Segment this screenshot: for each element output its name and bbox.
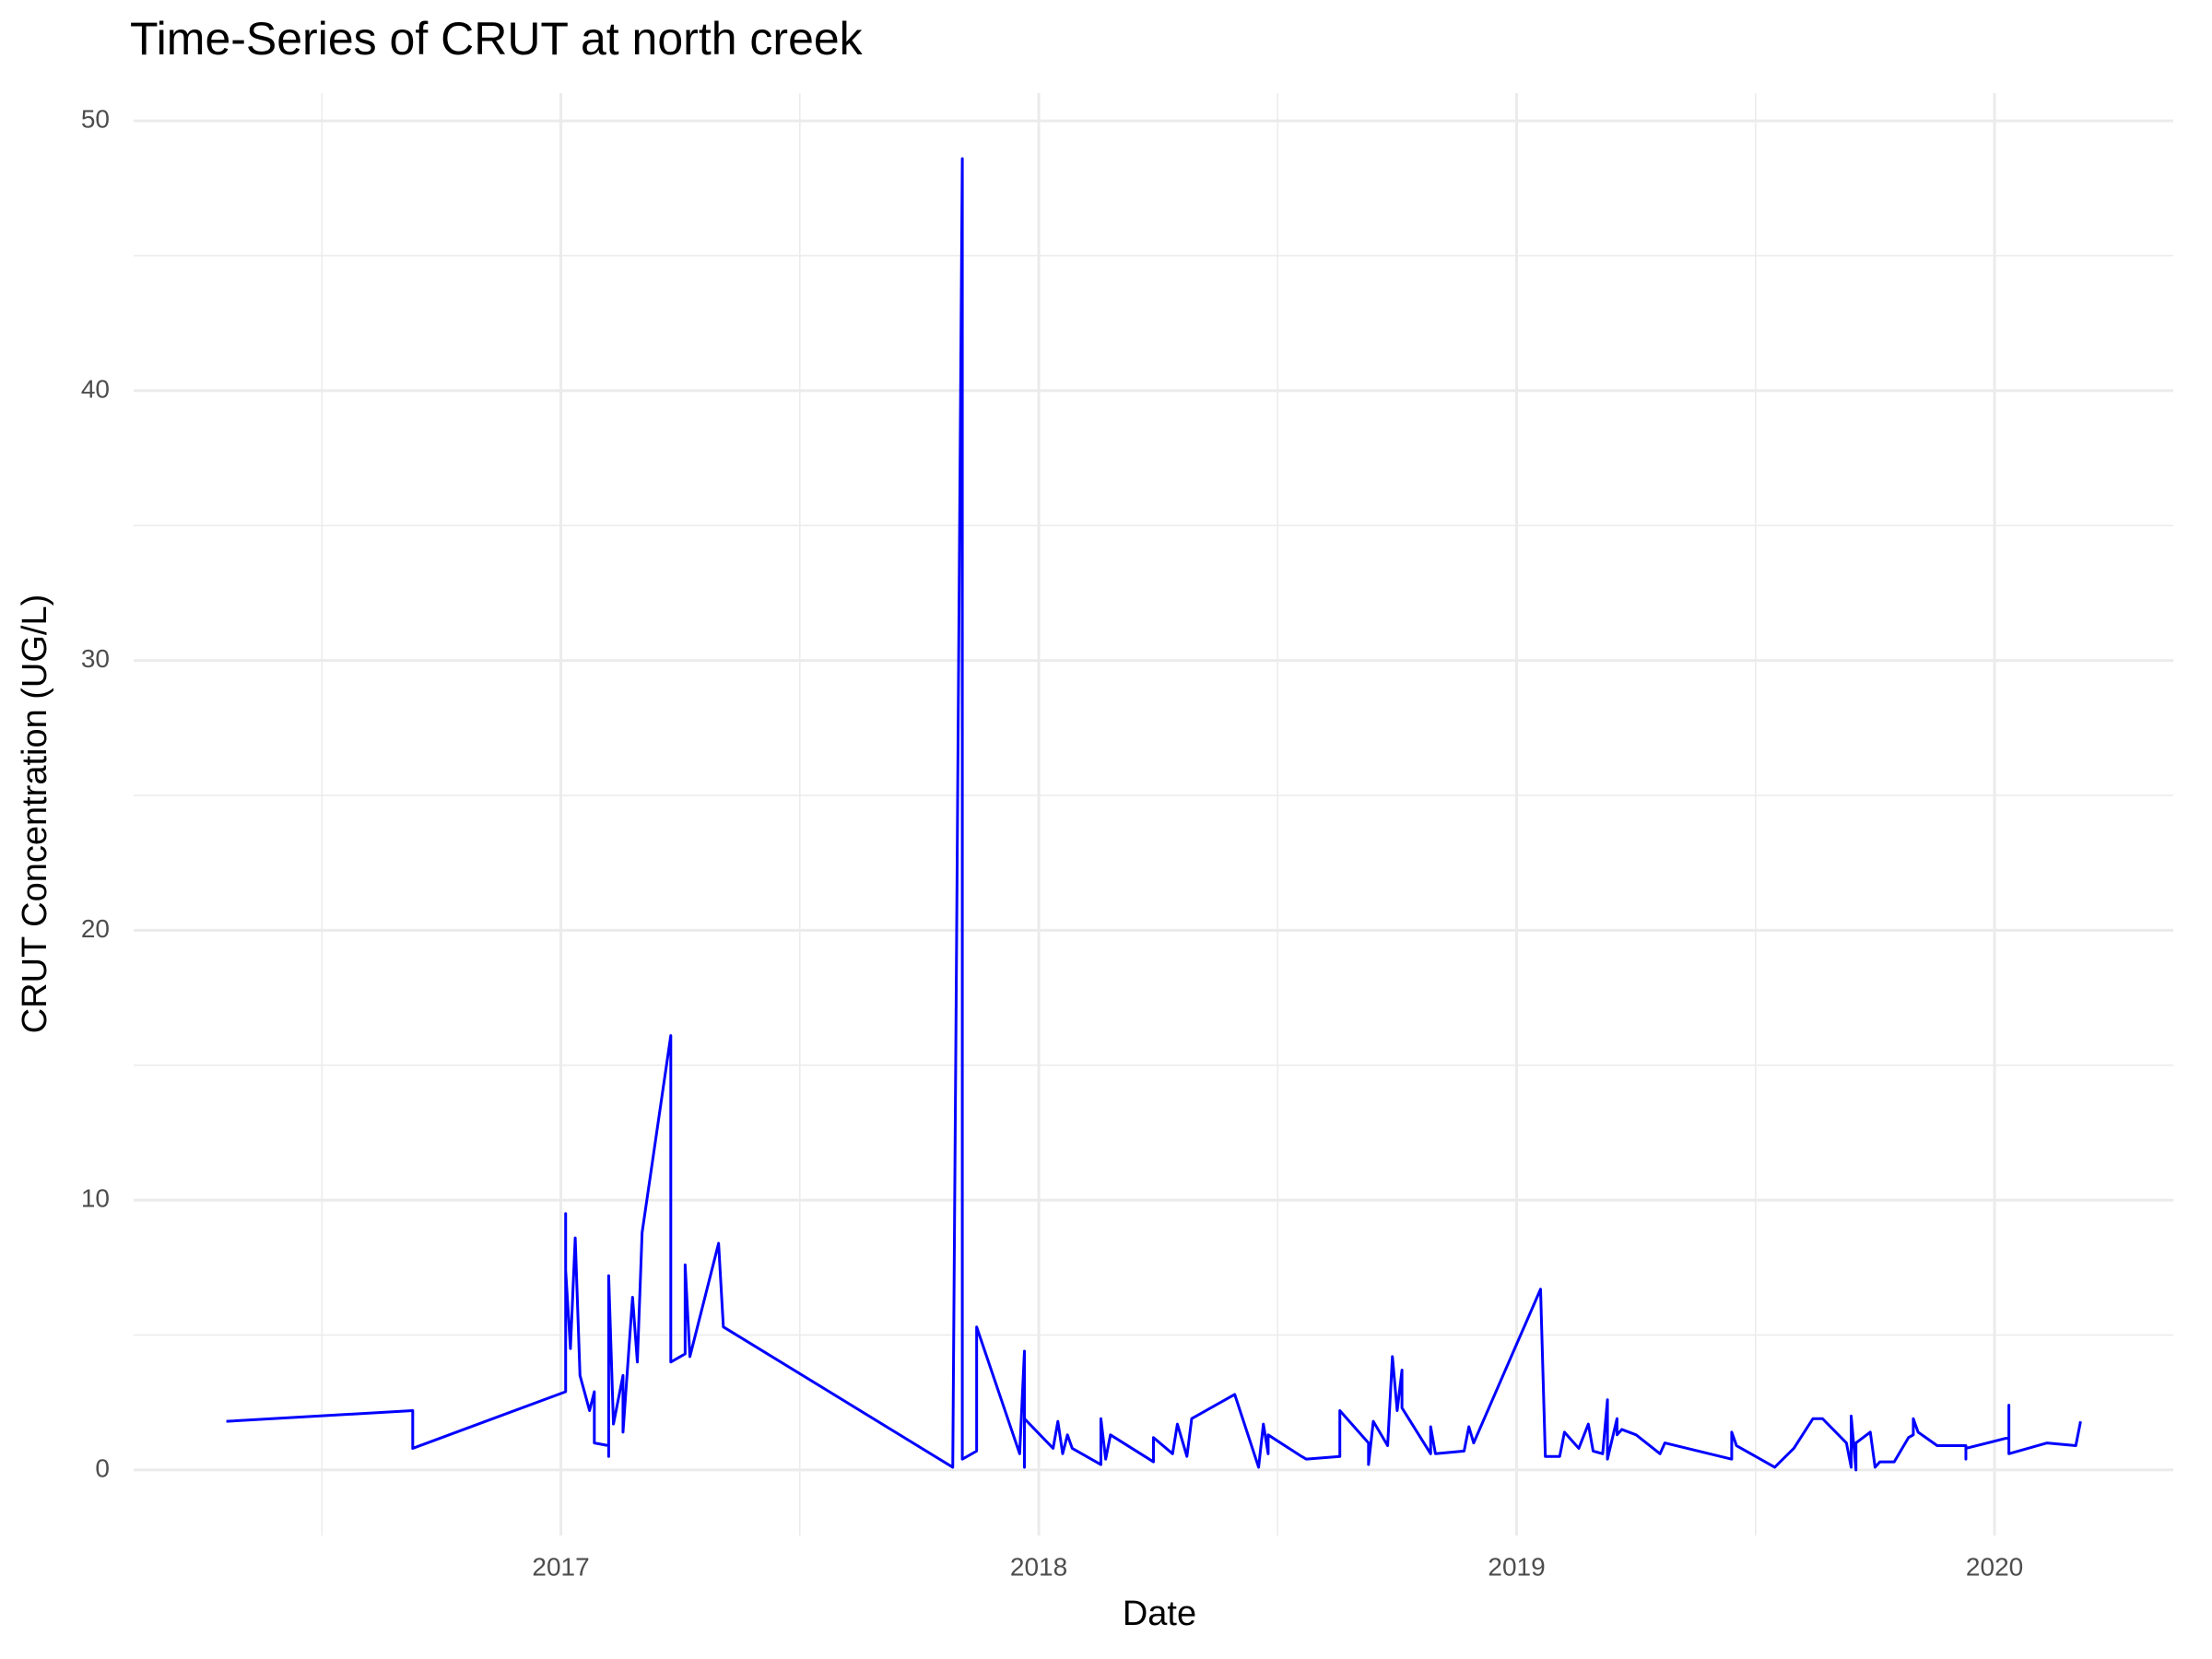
y-tick-label: 10 [81, 1184, 110, 1213]
y-axis-title: CRUT Concentration (UG/L) [16, 594, 54, 1034]
chart-title: Time-Series of CRUT at north creek [130, 13, 864, 65]
x-tick-label: 2018 [1010, 1552, 1067, 1581]
x-tick-label: 2019 [1488, 1552, 1545, 1581]
y-tick-label: 20 [81, 914, 110, 943]
x-tick-label: 2017 [532, 1552, 589, 1581]
y-tick-label: 50 [81, 105, 110, 134]
data-line [226, 157, 2082, 1472]
y-tick-label: 0 [95, 1453, 110, 1482]
y-tick-label: 30 [81, 644, 110, 673]
x-axis-title: Date [1123, 1594, 1196, 1633]
x-tick-label: 2020 [1966, 1552, 2023, 1581]
y-tick-label: 40 [81, 374, 110, 403]
